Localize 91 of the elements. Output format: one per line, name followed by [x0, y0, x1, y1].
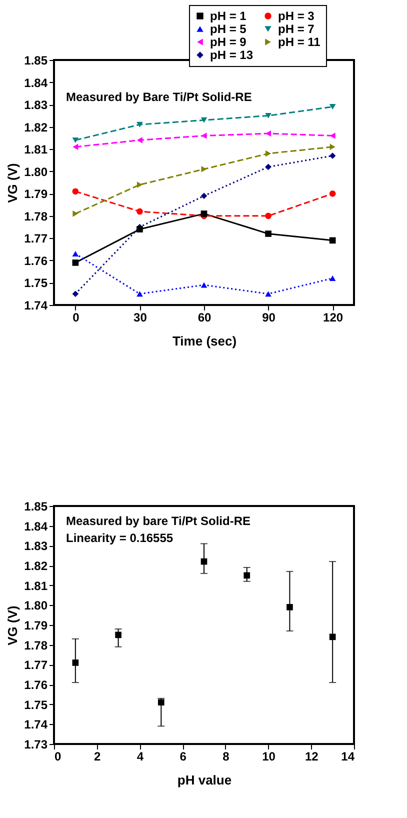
y-tick-label: 1.76	[24, 678, 48, 692]
y-axis-title: VG (V)	[5, 606, 20, 646]
y-tick-label: 1.84	[24, 76, 48, 90]
y-tick-label: 1.75	[24, 698, 48, 712]
x-tick-label: 10	[262, 750, 276, 764]
x-axis-title: Time (sec)	[172, 334, 237, 348]
legend-label: pH = 13	[210, 48, 254, 62]
point	[136, 208, 143, 215]
point	[330, 144, 336, 150]
point	[72, 251, 79, 257]
y-tick-label: 1.79	[24, 187, 48, 202]
point	[265, 112, 272, 118]
point	[329, 276, 336, 282]
legend-label: pH = 11	[278, 35, 321, 49]
point	[158, 699, 164, 706]
point	[286, 604, 293, 610]
x-tick-label: 4	[136, 750, 144, 764]
legend-label: pH = 7	[278, 22, 315, 36]
point	[329, 152, 336, 159]
point	[136, 122, 143, 128]
y-tick-label: 1.81	[24, 578, 48, 593]
y-tick-label: 1.79	[24, 618, 48, 632]
point	[72, 137, 79, 143]
x-tick-label: 0	[72, 310, 80, 324]
point	[244, 572, 250, 579]
y-tick-label: 1.77	[24, 232, 48, 246]
x-tick-label: 2	[94, 750, 102, 764]
point	[136, 291, 143, 297]
point	[266, 130, 272, 137]
point	[201, 132, 207, 139]
x-tick-label: 14	[341, 750, 355, 764]
annotation: Measured by bare Ti/Pt Solid-RE	[66, 514, 250, 528]
y-tick-label: 1.82	[24, 559, 48, 573]
annotation: Linearity = 0.16555	[66, 531, 174, 545]
point	[265, 164, 272, 170]
x-tick-label: 60	[198, 310, 212, 324]
y-tick-label: 1.78	[24, 209, 48, 224]
legend-label: pH = 3	[278, 9, 315, 23]
point	[265, 212, 272, 220]
point	[329, 634, 336, 640]
y-tick-label: 1.80	[24, 164, 48, 179]
y-axis-title: VG (V)	[5, 163, 20, 203]
point	[329, 190, 336, 197]
x-tick-label: 120	[323, 310, 344, 324]
y-tick-label: 1.78	[24, 638, 48, 652]
y-tick-label: 1.81	[24, 142, 48, 157]
y-tick-label: 1.73	[24, 738, 48, 752]
x-tick-label: 90	[262, 310, 276, 324]
point	[266, 150, 272, 157]
point	[200, 558, 208, 565]
y-tick-label: 1.84	[24, 519, 48, 534]
point	[200, 117, 208, 123]
point	[72, 210, 78, 217]
point	[329, 237, 336, 244]
x-tick-label: 0	[54, 750, 62, 764]
point	[136, 137, 142, 144]
point	[329, 104, 336, 110]
y-tick-label: 1.85	[24, 500, 48, 514]
point	[200, 282, 208, 288]
point	[115, 632, 122, 638]
y-tick-label: 1.75	[24, 276, 48, 290]
x-tick-label: 6	[180, 750, 187, 764]
legend-label: pH = 9	[210, 35, 247, 49]
point	[72, 660, 79, 666]
point	[72, 188, 79, 195]
x-axis-title: pH value	[177, 772, 232, 788]
y-tick-label: 1.80	[24, 598, 48, 613]
y-tick-label: 1.85	[24, 54, 48, 68]
y-tick-label: 1.74	[24, 718, 48, 732]
point	[201, 166, 207, 172]
point	[72, 260, 79, 266]
point	[265, 230, 272, 237]
y-tick-label: 1.82	[24, 120, 48, 134]
y-tick-label: 1.76	[24, 254, 48, 268]
legend-label: pH = 5	[210, 22, 247, 36]
x-tick-label: 12	[304, 750, 319, 764]
y-tick-label: 1.83	[24, 98, 48, 112]
y-tick-label: 1.77	[24, 658, 48, 672]
annotation: Measured by Bare Ti/Pt Solid-RE	[66, 90, 252, 104]
y-tick-label: 1.74	[24, 298, 48, 312]
point	[200, 192, 208, 200]
point	[136, 182, 142, 188]
y-tick-label: 1.83	[24, 539, 48, 554]
point	[200, 210, 208, 217]
point	[72, 144, 78, 150]
point	[136, 226, 143, 232]
x-tick-label: 8	[222, 750, 230, 764]
point	[72, 290, 79, 298]
x-tick-label: 30	[134, 310, 148, 324]
point	[265, 291, 272, 297]
legend-label: pH = 1	[210, 9, 247, 23]
